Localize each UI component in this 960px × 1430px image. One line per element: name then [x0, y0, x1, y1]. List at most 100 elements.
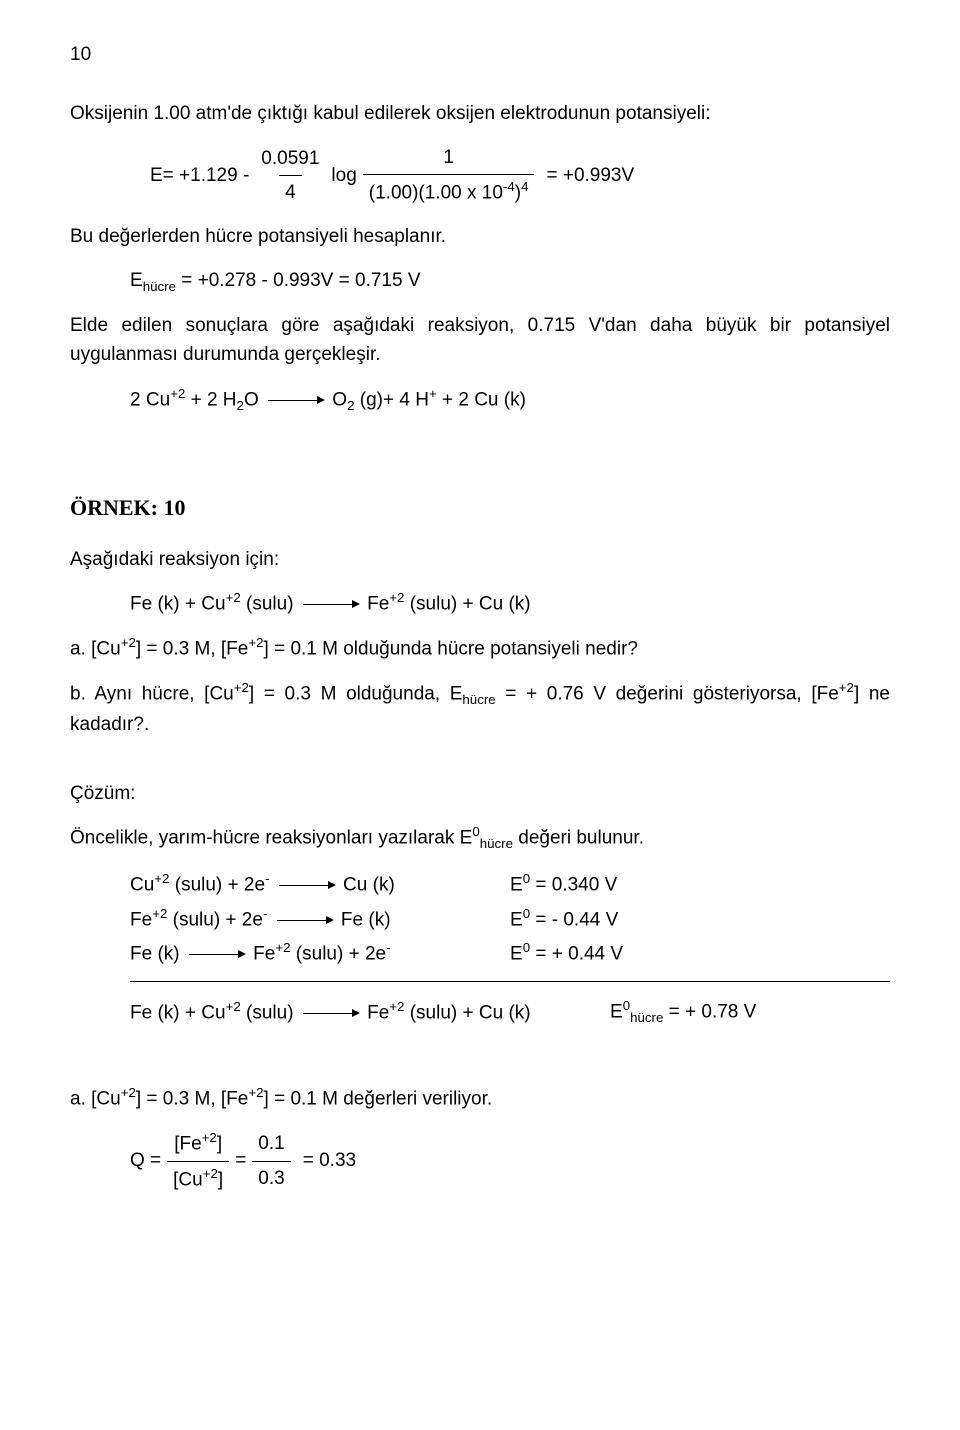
rr4-la: Fe (k) + Cu: [130, 1003, 226, 1024]
arrow-icon: [189, 954, 244, 955]
rr3-right: E0 = + 0.44 V: [510, 938, 890, 969]
rr3-rb: = + 0.44 V: [530, 944, 623, 965]
equation-1: E= +1.129 - 0.0591 4 log 1 (1.00)(1.00 x…: [70, 143, 890, 208]
eqQ-f1-num-b: ]: [217, 1133, 222, 1154]
rr1-rsup: 0: [523, 871, 530, 886]
p7-sup2: +2: [839, 680, 854, 695]
p3-a: E: [130, 270, 143, 291]
rr2-rb: = - 0.44 V: [530, 909, 618, 930]
cozum-title: Çözüm:: [70, 779, 890, 808]
rr4-lb: (sulu): [241, 1003, 299, 1024]
p9-b: ] = 0.3 M, [Fe: [136, 1088, 248, 1109]
paragraph-intro: Oksijenin 1.00 atm'de çıktığı kabul edil…: [70, 99, 890, 128]
p9-sup2: +2: [248, 1085, 263, 1100]
rr3-lrhssup2: -: [386, 940, 390, 955]
r2-lhs-b: (sulu): [241, 593, 299, 614]
r2-lhs-a: Fe (k) + Cu: [130, 593, 226, 614]
rr2-lc: [267, 909, 272, 930]
rr1-lb: (sulu) + 2e: [169, 874, 265, 895]
p6-b: ] = 0.3 M, [Fe: [136, 638, 248, 659]
p8-a: Öncelikle, yarım-hücre reaksiyonları yaz…: [70, 828, 472, 849]
rr2-lsup1: +2: [152, 906, 167, 921]
r1-rhs-sup1: +: [429, 386, 437, 401]
rr2-left: Fe+2 (sulu) + 2e- Fe (k): [130, 904, 510, 935]
rr4-rsub: hücre: [630, 1010, 663, 1025]
p8-sup: 0: [472, 824, 479, 839]
eqQ-f1-den-sup: +2: [203, 1166, 218, 1181]
rr1-lc: [269, 874, 274, 895]
rr3-lrhssup: +2: [275, 940, 290, 955]
ornek-title: ÖRNEK: 10: [70, 491, 890, 525]
eq1-f2-den: (1.00)(1.00 x 10-4)4: [363, 174, 535, 208]
question-b: b. Aynı hücre, [Cu+2] = 0.3 M olduğunda,…: [70, 678, 890, 740]
eq1-f2-num: 1: [437, 143, 460, 174]
rr4-right: E0hücre = + 0.78 V: [610, 996, 890, 1029]
paragraph-elde: Elde edilen sonuçlara göre aşağıdaki rea…: [70, 311, 890, 370]
half-reaction-3: Fe (k) Fe+2 (sulu) + 2e- E0 = + 0.44 V: [130, 938, 890, 969]
rr4-lrhsb: (sulu) + Cu (k): [404, 1003, 530, 1024]
p3-b: = +0.278 - 0.993V = 0.715 V: [176, 270, 421, 291]
eq1-f1-den: 4: [279, 175, 302, 207]
paragraph-asagidaki: Aşağıdaki reaksiyon için:: [70, 545, 890, 574]
eqQ-frac2: 0.1 0.3: [252, 1129, 290, 1193]
rr1-la: Cu: [130, 874, 154, 895]
p7-c: = + 0.76 V değerini gösteriyorsa, [Fe: [496, 683, 839, 704]
p7-a: b. Aynı hücre, [Cu: [70, 683, 234, 704]
rr1-right: E0 = 0.340 V: [510, 869, 890, 900]
eqQ-f1-den-b: ]: [218, 1169, 223, 1190]
rr4-rsup: 0: [623, 998, 630, 1013]
p7-sup1: +2: [234, 680, 249, 695]
eq1-mid: log: [331, 161, 356, 190]
arrow-icon: [303, 604, 358, 605]
rr3-left: Fe (k) Fe+2 (sulu) + 2e-: [130, 938, 510, 969]
r1-lhs-sub1: 2: [237, 398, 244, 413]
eq1-frac2: 1 (1.00)(1.00 x 10-4)4: [363, 143, 535, 208]
eqQ-frac1: [Fe+2] [Cu+2]: [167, 1128, 229, 1195]
eq1-f2-den-expA: -4: [503, 179, 515, 194]
page-number: 10: [70, 40, 890, 69]
arrow-icon: [303, 1013, 358, 1014]
eqQ-f1-num-a: [Fe: [174, 1133, 201, 1154]
eq1-rhs: = +0.993V: [546, 161, 634, 190]
rr4-lrhsa: Fe: [362, 1003, 389, 1024]
half-reaction-2: Fe+2 (sulu) + 2e- Fe (k) E0 = - 0.44 V: [130, 904, 890, 935]
reaction-fe-cu: Fe (k) + Cu+2 (sulu) Fe+2 (sulu) + Cu (k…: [70, 588, 890, 619]
arrow-icon: [277, 920, 332, 921]
r1-rhs-c: + 2 Cu (k): [437, 389, 526, 410]
r1-lhs-c: O: [244, 389, 264, 410]
rr3-rsup: 0: [523, 940, 530, 955]
r2-rhs-sup1: +2: [389, 590, 404, 605]
rr3-lrhsa: Fe: [248, 944, 275, 965]
r1-lhs-b: + 2 H: [185, 389, 236, 410]
eqQ-f1-num-sup: +2: [202, 1130, 217, 1145]
rr2-rsup: 0: [523, 906, 530, 921]
eqQ-mid: =: [235, 1146, 246, 1175]
r2-rhs-a: Fe: [362, 593, 389, 614]
eq1-f2-den-a: (1.00)(1.00 x 10: [369, 183, 503, 204]
p9-a: a. [Cu: [70, 1088, 121, 1109]
paragraph-oncelikle: Öncelikle, yarım-hücre reaksiyonları yaz…: [70, 822, 890, 855]
divider-line: [130, 981, 890, 982]
p9-c: ] = 0.1 M değerleri veriliyor.: [264, 1088, 493, 1109]
p8-sub: hücre: [480, 836, 513, 851]
rr4-rb: = + 0.78 V: [663, 1002, 756, 1023]
r1-lhs-a: 2 Cu: [130, 389, 170, 410]
p9-sup1: +2: [121, 1085, 136, 1100]
p6-a: a. [Cu: [70, 638, 121, 659]
rr4-ra: E: [610, 1002, 623, 1023]
answer-a-given: a. [Cu+2] = 0.3 M, [Fe+2] = 0.1 M değerl…: [70, 1083, 890, 1114]
rr4-lrhssup1: +2: [389, 999, 404, 1014]
eqQ-f1-den-a: [Cu: [173, 1169, 203, 1190]
rr4-lsup1: +2: [226, 999, 241, 1014]
eqQ-f1-den: [Cu+2]: [167, 1161, 229, 1195]
rr3-la: Fe (k): [130, 944, 185, 965]
p7-b: ] = 0.3 M olduğunda, E: [249, 683, 462, 704]
rr1-lrhs: Cu (k): [338, 874, 395, 895]
arrow-icon: [279, 885, 334, 886]
rr2-lb: (sulu) + 2e: [167, 909, 263, 930]
r1-rhs-a: O: [327, 389, 347, 410]
p7-sub1: hücre: [462, 692, 495, 707]
rr1-ra: E: [510, 874, 523, 895]
eqQ-lhs: Q =: [130, 1146, 161, 1175]
overall-reaction: Fe (k) + Cu+2 (sulu) Fe+2 (sulu) + Cu (k…: [130, 996, 890, 1029]
